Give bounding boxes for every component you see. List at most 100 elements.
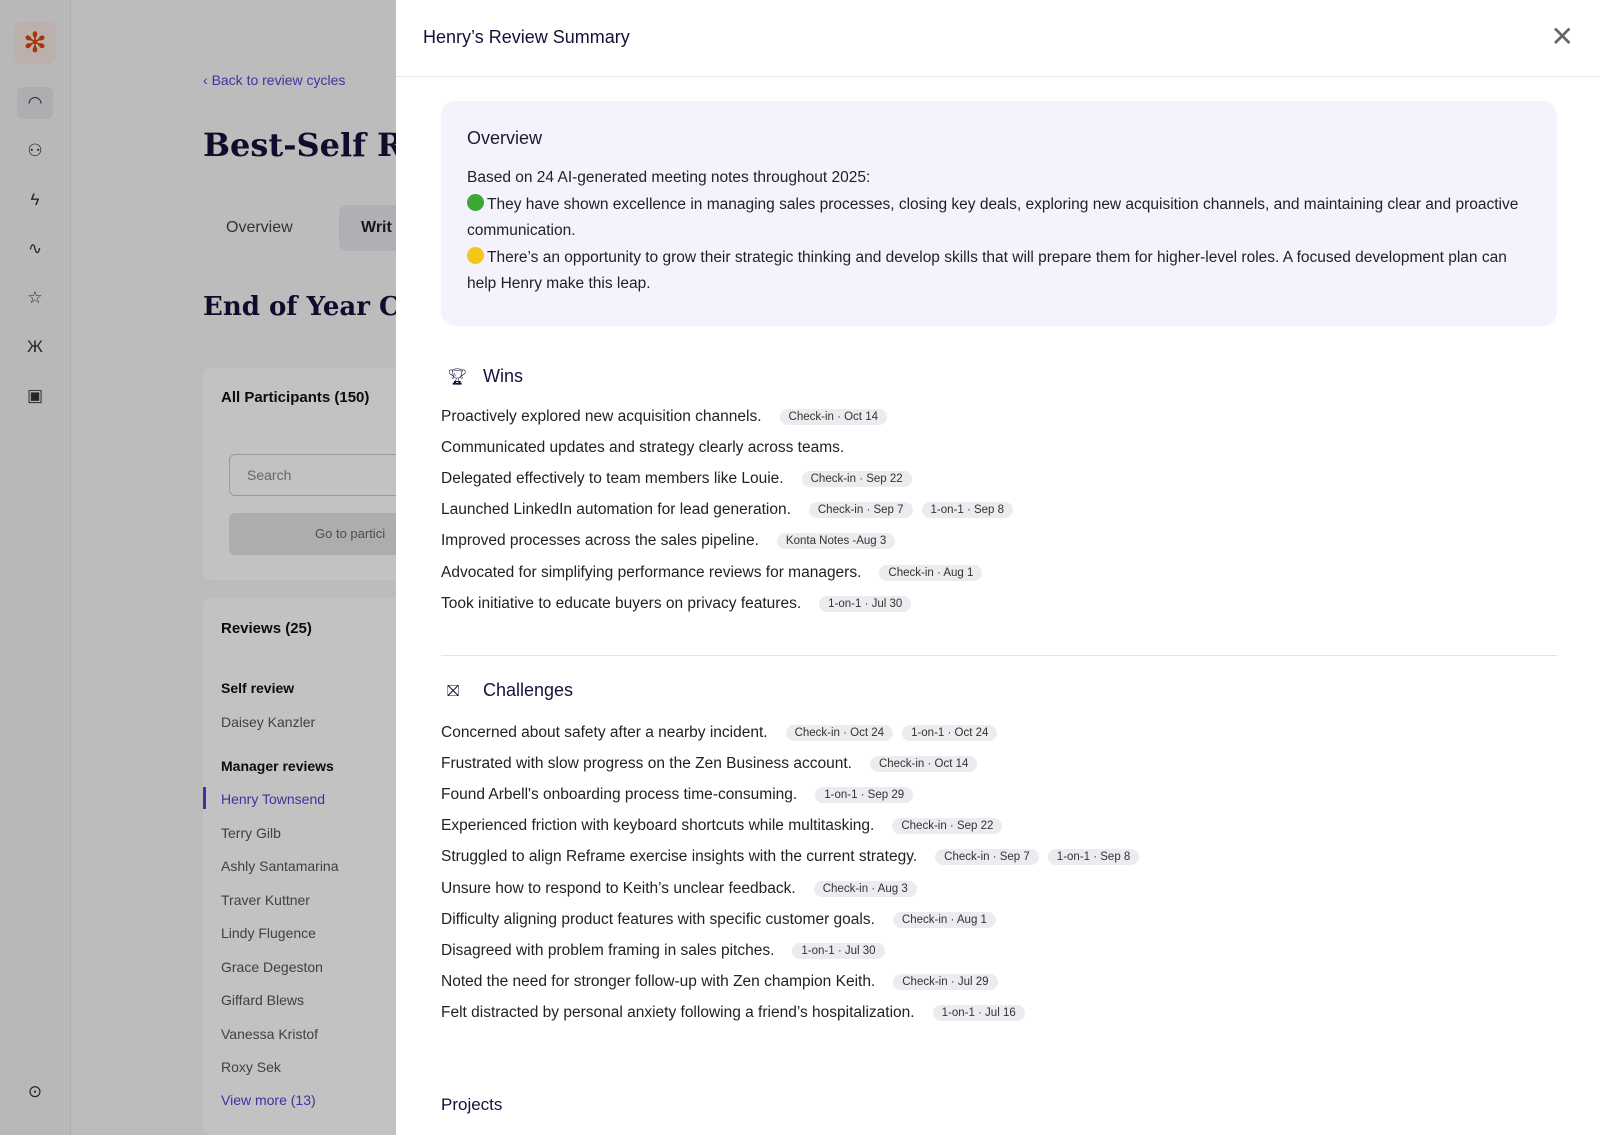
go-to-participant-button[interactable]: Go to partici (229, 513, 401, 555)
overview-box: Overview Based on 24 AI-generated meetin… (441, 101, 1557, 326)
gift-icon[interactable]: ▣ (26, 386, 44, 405)
reviews-header: Reviews (25) (221, 620, 312, 637)
back-link[interactable]: ‹ Back to review cycles (203, 72, 346, 88)
butterfly-icon[interactable]: Ж (27, 337, 43, 356)
reviewer-link[interactable]: Terry Gilb (221, 824, 281, 841)
expand-icon[interactable]: ⊙ (27, 1082, 43, 1101)
list-item: Frustrated with slow progress on the Zen… (441, 755, 978, 773)
source-chip[interactable]: Check-in · Sep 22 (801, 471, 912, 488)
modal-overlay[interactable] (0, 0, 396, 1135)
item-text: Delegated effectively to team members li… (441, 470, 784, 488)
reviewer-link[interactable]: Grace Degeston (221, 958, 323, 975)
close-icon[interactable]: ✕ (1550, 21, 1574, 52)
source-chip[interactable]: Check-in · Aug 1 (879, 564, 983, 581)
source-chip[interactable]: Check-in · Oct 24 (785, 725, 894, 741)
tab-write[interactable]: Writ (339, 205, 401, 251)
dashboard-icon[interactable]: ◠ (17, 87, 53, 119)
activity-icon[interactable]: ∿ (27, 239, 43, 258)
divider (441, 655, 1557, 656)
reviews-card (203, 598, 423, 1135)
list-item: Launched LinkedIn automation for lead ge… (441, 501, 1014, 519)
item-text: Improved processes across the sales pipe… (441, 532, 759, 550)
item-text: Unsure how to respond to Keith’s unclear… (441, 879, 796, 897)
list-item: Found Arbell's onboarding process time-c… (441, 786, 914, 804)
source-chip[interactable]: Check-in · Sep 7 (935, 849, 1039, 866)
list-item: Improved processes across the sales pipe… (441, 532, 896, 550)
list-item: Disagreed with problem framing in sales … (441, 942, 885, 960)
cycle-title: End of Year Cy (203, 292, 415, 322)
source-chip[interactable]: Check-in · Jul 29 (893, 973, 998, 990)
source-chip[interactable]: Check-in · Oct 14 (869, 756, 978, 773)
item-text: Took initiative to educate buyers on pri… (441, 594, 802, 612)
overview-heading: Overview (467, 128, 543, 148)
item-text: Concerned about safety after a nearby in… (441, 724, 768, 741)
source-chip[interactable]: Check-in · Oct 14 (779, 409, 887, 425)
item-text: Disagreed with problem framing in sales … (441, 941, 775, 959)
challenges-heading: ⛝ Challenges (441, 680, 573, 701)
list-item: Struggled to align Reframe exercise insi… (441, 848, 1140, 866)
logo-icon[interactable]: ✻ (14, 22, 56, 64)
reviewer-link[interactable]: Henry Townsend (221, 791, 326, 807)
overview-strength: They have shown excellence in managing s… (467, 192, 1531, 245)
overview-growth: There’s an opportunity to grow their str… (467, 245, 1531, 298)
reviewer-link[interactable]: Giffard Blews (221, 992, 304, 1008)
source-chip[interactable]: 1-on-1 · Jul 16 (932, 1004, 1025, 1021)
source-chip[interactable]: 1-on-1 · Jul 30 (792, 942, 885, 959)
item-text: Frustrated with slow progress on the Zen… (441, 755, 852, 773)
reviewer-link[interactable]: Roxy Sek (221, 1059, 281, 1075)
list-item: Experienced friction with keyboard short… (441, 817, 1003, 835)
wins-title: Wins (483, 366, 523, 386)
item-text: Difficulty aligning product features wit… (441, 910, 875, 928)
list-item: Advocated for simplifying performance re… (441, 563, 983, 582)
item-text: Advocated for simplifying performance re… (441, 563, 862, 581)
green-circle-icon (467, 193, 484, 211)
review-summary-drawer: Henry’s Review Summary ✕ Overview Based … (396, 0, 1600, 1135)
reviewer-link[interactable]: Lindy Flugence (221, 925, 316, 941)
list-item: Proactively explored new acquisition cha… (441, 408, 887, 426)
source-chip[interactable]: 1-on-1 · Sep 8 (1047, 849, 1140, 866)
list-item: Delegated effectively to team members li… (441, 470, 912, 488)
item-text: Proactively explored new acquisition cha… (441, 408, 762, 425)
source-chip[interactable]: Check-in · Sep 7 (808, 502, 913, 519)
item-text: Felt distracted by personal anxiety foll… (441, 1003, 915, 1021)
list-item: Difficulty aligning product features wit… (441, 911, 996, 929)
item-text: Found Arbell's onboarding process time-c… (441, 786, 798, 804)
item-text: Experienced friction with keyboard short… (441, 817, 875, 835)
list-item: Unsure how to respond to Keith’s unclear… (441, 880, 917, 898)
source-chip[interactable]: 1-on-1 · Jul 30 (819, 595, 912, 612)
source-chip[interactable]: Check-in · Aug 3 (813, 880, 917, 897)
selected-indicator (203, 787, 206, 809)
item-text: Struggled to align Reframe exercise insi… (441, 848, 918, 866)
people-icon[interactable]: ⚇ (27, 141, 43, 160)
list-item: Communicated updates and strategy clearl… (441, 439, 853, 457)
list-item: Felt distracted by personal anxiety foll… (441, 1004, 1025, 1022)
source-chip[interactable]: 1-on-1 · Oct 24 (902, 725, 998, 741)
tab-overview[interactable]: Overview (226, 219, 293, 236)
participants-header: All Participants (150) (221, 389, 370, 406)
source-chip[interactable]: Check-in · Aug 1 (892, 911, 996, 928)
lightning-icon[interactable]: ϟ (30, 190, 40, 209)
view-more-link[interactable]: View more (13) (221, 1092, 316, 1108)
nav-rail: ✻ ◠ ⚇ ϟ ∿ ☆ Ж ▣ ⊙ (0, 0, 71, 1135)
item-text: Launched LinkedIn automation for lead ge… (441, 501, 791, 519)
reviewer-link[interactable]: Vanessa Kristof (221, 1025, 319, 1042)
source-chip[interactable]: 1-on-1 · Sep 8 (921, 502, 1014, 519)
page-title: Best-Self Re (203, 126, 424, 164)
source-chip[interactable]: Check-in · Sep 22 (892, 818, 1003, 835)
back-link-label: Back to review cycles (211, 72, 346, 88)
yellow-circle-icon (467, 246, 484, 264)
review-icon[interactable]: ☆ (27, 288, 43, 307)
self-review-label: Self review (221, 680, 295, 696)
item-text: Noted the need for stronger follow-up wi… (441, 972, 876, 990)
reviewer-link[interactable]: Traver Kuttner (221, 891, 310, 908)
challenges-title: Challenges (483, 680, 574, 700)
reviewer-link[interactable]: Ashly Santamarina (221, 858, 339, 874)
drawer-header: Henry’s Review Summary ✕ (396, 0, 1600, 77)
source-chip[interactable]: Konta Notes -Aug 3 (776, 533, 896, 550)
projects-heading: Projects (441, 1095, 503, 1114)
overview-intro: Based on 24 AI-generated meeting notes t… (467, 169, 871, 186)
source-chip[interactable]: 1-on-1 · Sep 29 (815, 787, 914, 804)
reviewer-link[interactable]: Daisey Kanzler (221, 714, 316, 730)
growth-text: There’s an opportunity to grow their str… (467, 248, 1507, 293)
drawer-title: Henry’s Review Summary (423, 27, 630, 47)
